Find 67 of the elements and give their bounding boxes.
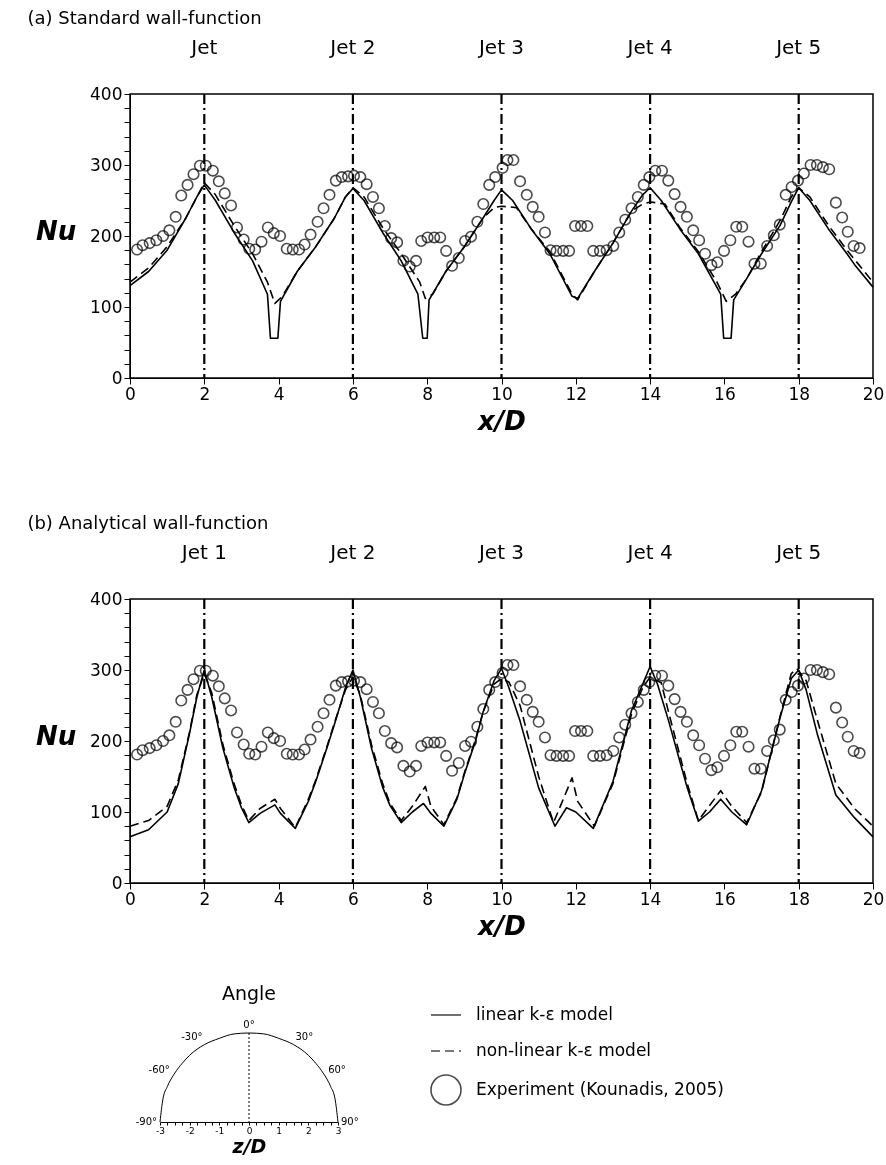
y-axis-title: Nu: [35, 215, 77, 246]
y-axis-title: Nu: [35, 720, 77, 751]
y-tick-label: 0: [111, 367, 123, 388]
x-tick-label: 10: [491, 383, 513, 404]
x-tick-label: 12: [565, 383, 588, 404]
chart-title: Angle: [221, 982, 277, 1004]
ref-line-label: Jet 3: [476, 35, 525, 59]
legend-label: Experiment (Kounadis, 2005): [476, 1079, 725, 1099]
y-tick-label: 100: [90, 801, 123, 822]
ref-line-label: Jet 4: [625, 540, 673, 564]
ref-line-label: Jet 5: [774, 35, 822, 59]
x-axis-title: x/D: [476, 910, 526, 941]
x-tick-label: 14: [639, 383, 662, 404]
x-tick-label: 8: [422, 383, 434, 404]
x-tick-label: 2: [199, 888, 211, 909]
x-tick-label: 4: [273, 383, 285, 404]
ref-line-label: Jet 1: [179, 540, 227, 564]
annotation: -30°: [181, 1030, 203, 1042]
x-tick-label: 6: [347, 383, 359, 404]
annotation: 90°: [341, 1116, 359, 1127]
x-tick-label: 1: [276, 1125, 283, 1136]
y-tick-label: 300: [90, 154, 123, 175]
x-tick-label: 20: [862, 888, 885, 909]
x-tick-label: -2: [185, 1125, 195, 1136]
annotation: 60°: [328, 1063, 346, 1075]
y-tick-label: 0: [111, 872, 123, 893]
ref-line-label: Jet 5: [774, 540, 822, 564]
annotation: -90°: [135, 1116, 157, 1127]
x-tick-label: 4: [273, 888, 285, 909]
x-tick-label: -1: [215, 1125, 225, 1136]
chart-title: (a) Standard wall-function: [27, 7, 262, 28]
x-axis-title: x/D: [476, 405, 526, 436]
x-tick-label: 2: [305, 1125, 312, 1136]
x-tick-label: 0: [125, 383, 136, 404]
x-tick-label: 8: [422, 888, 434, 909]
x-tick-label: 2: [199, 383, 211, 404]
annotation: 30°: [295, 1030, 314, 1042]
x-axis-title: z/D: [231, 1134, 267, 1157]
legend-label: non-linear k-ε model: [476, 1040, 652, 1060]
x-tick-label: 6: [347, 888, 359, 909]
ref-line-label: Jet 2: [328, 540, 376, 564]
y-tick-label: 100: [90, 296, 123, 317]
legend-label: linear k-ε model: [476, 1004, 613, 1024]
x-tick-label: -3: [156, 1125, 165, 1136]
y-tick-label: 200: [90, 730, 123, 751]
x-tick-label: 18: [788, 383, 811, 404]
x-tick-label: 14: [639, 888, 662, 909]
ref-line-label: Jet: [189, 35, 218, 59]
x-tick-label: 0: [125, 888, 136, 909]
x-tick-label: 3: [335, 1125, 342, 1136]
x-tick-label: 16: [714, 383, 736, 404]
x-tick-label: 10: [491, 888, 513, 909]
x-tick-label: 12: [565, 888, 588, 909]
ref-line-label: Jet 3: [476, 540, 525, 564]
annotation: -60°: [148, 1063, 170, 1075]
x-tick-label: 16: [714, 888, 736, 909]
y-tick-label: 300: [90, 659, 123, 680]
x-tick-label: 20: [862, 383, 885, 404]
ref-line-label: Jet 4: [625, 35, 673, 59]
x-tick-label: 18: [788, 888, 811, 909]
chart-title: (b) Analytical wall-function: [27, 512, 269, 533]
y-tick-label: 200: [90, 225, 123, 246]
x-tick-label: 0: [246, 1125, 253, 1136]
y-tick-label: 400: [90, 588, 123, 609]
y-tick-label: 400: [90, 83, 123, 104]
ref-line-label: Jet 2: [328, 35, 376, 59]
annotation: 0°: [243, 1019, 255, 1030]
